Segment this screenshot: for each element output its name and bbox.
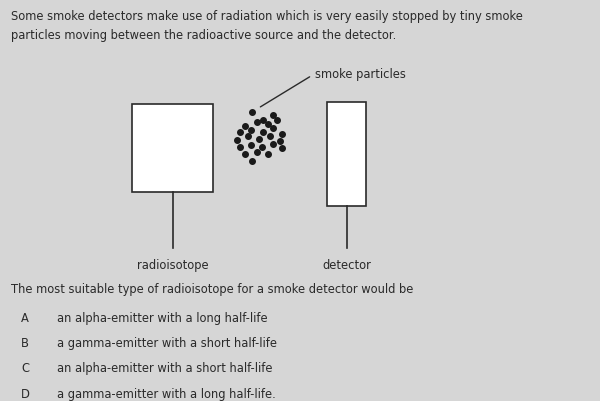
Text: an alpha-emitter with a long half-life: an alpha-emitter with a long half-life	[57, 311, 268, 324]
Text: radioisotope: radioisotope	[137, 259, 208, 271]
Text: smoke particles: smoke particles	[315, 68, 406, 81]
Text: an alpha-emitter with a short half-life: an alpha-emitter with a short half-life	[57, 361, 272, 374]
Text: a gamma-emitter with a short half-life: a gamma-emitter with a short half-life	[57, 336, 277, 349]
Bar	[132, 104, 213, 192]
Text: A: A	[21, 311, 29, 324]
Text: The most suitable type of radioisotope for a smoke detector would be: The most suitable type of radioisotope f…	[11, 283, 413, 296]
Text: detector: detector	[322, 259, 371, 271]
Text: C: C	[21, 361, 29, 374]
Bar	[327, 102, 366, 207]
Text: D: D	[21, 387, 30, 399]
Text: a gamma-emitter with a long half-life.: a gamma-emitter with a long half-life.	[57, 387, 276, 399]
Text: B: B	[21, 336, 29, 349]
Text: Some smoke detectors make use of radiation which is very easily stopped by tiny : Some smoke detectors make use of radiati…	[11, 10, 523, 41]
